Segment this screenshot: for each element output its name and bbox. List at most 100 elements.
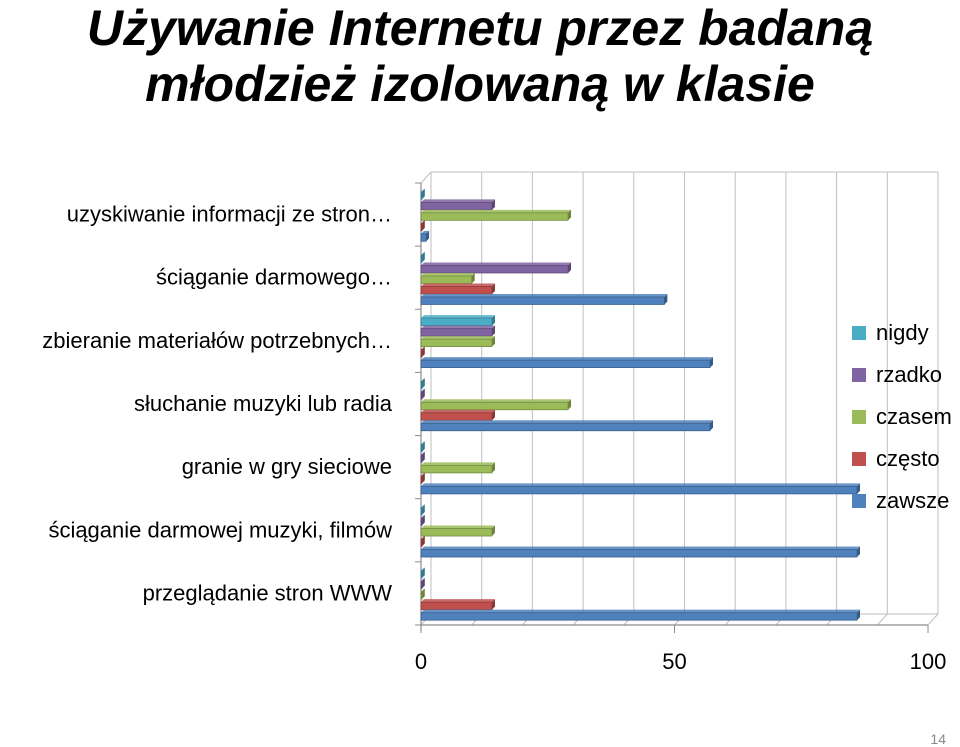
- bar-zawsze-6: [420, 612, 858, 621]
- bar-top-face: [421, 451, 425, 455]
- bar-end-face: [568, 209, 572, 221]
- bar-end-face: [857, 546, 861, 558]
- bar-top-face: [421, 283, 495, 287]
- bar-rzadko-5: [420, 517, 423, 526]
- bar-top-face: [421, 251, 425, 255]
- bar-nigdy-1: [420, 254, 423, 263]
- bar-top-face: [421, 262, 572, 266]
- bar-end-face: [421, 536, 425, 547]
- bar-czasem-1: [420, 275, 473, 284]
- bar-zawsze-4: [420, 485, 858, 495]
- legend-label-rzadko: rzadko: [876, 362, 942, 387]
- bar-top-face: [421, 378, 425, 382]
- bar-end-face: [421, 451, 425, 463]
- bar-nigdy-6: [420, 570, 423, 579]
- bar-czasem-5: [420, 528, 493, 537]
- title-line-2: młodzież izolowaną w klasie: [145, 56, 815, 112]
- bar-często-0: [420, 222, 423, 232]
- bar-top-face: [421, 420, 713, 424]
- legend-swatch-często: [852, 452, 866, 466]
- bar-end-face: [421, 567, 425, 579]
- bar-nigdy-2: [420, 317, 493, 327]
- bar-czasem-4: [420, 464, 493, 474]
- bar-end-face: [709, 420, 713, 431]
- bar-zawsze-3: [420, 422, 711, 432]
- legend-label-czasem: czasem: [876, 404, 952, 429]
- bar-end-face: [857, 483, 861, 494]
- legend-swatch-zawsze: [852, 494, 866, 508]
- bar-top-face: [421, 199, 495, 203]
- bar-rzadko-1: [420, 265, 569, 274]
- legend-label-zawsze: zawsze: [876, 488, 949, 513]
- bar-top-face: [421, 188, 425, 192]
- bar-rzadko-6: [420, 580, 423, 590]
- category-label: ściąganie darmowego…: [156, 265, 392, 290]
- floor-gridline: [876, 613, 888, 626]
- bar-top-face: [421, 336, 495, 340]
- bar-czasem-2: [420, 338, 493, 348]
- bar-top-face: [421, 462, 495, 466]
- category-label: ściąganie darmowej muzyki, filmów: [48, 517, 392, 542]
- legend-swatch-rzadko: [852, 368, 866, 382]
- bar-end-face: [491, 599, 495, 610]
- bar-top-face: [421, 609, 861, 613]
- value-tick-label: 0: [415, 649, 427, 674]
- bar-end-face: [421, 472, 425, 484]
- bar-end-face: [491, 283, 495, 294]
- bar-end-face: [421, 588, 425, 600]
- bar-end-face: [426, 230, 430, 242]
- bar-top-face: [421, 472, 425, 476]
- bar-top-face: [421, 388, 425, 392]
- bar-end-face: [471, 272, 475, 284]
- bar-top-face: [421, 325, 495, 329]
- bar-end-face: [421, 251, 425, 263]
- category-label: przeglądanie stron WWW: [143, 580, 393, 605]
- bar-nigdy-0: [420, 191, 423, 200]
- bar-top-face: [421, 441, 425, 445]
- bar-end-face: [421, 378, 425, 389]
- bar-top-face: [421, 357, 713, 361]
- bar-top-face: [421, 483, 861, 487]
- bar-end-face: [491, 315, 495, 326]
- category-label: uzyskiwanie informacji ze stron…: [67, 202, 392, 227]
- bar-end-face: [421, 504, 425, 516]
- bar-zawsze-0: [420, 233, 427, 242]
- bar-top-face: [421, 525, 495, 529]
- bar-end-face: [568, 262, 572, 273]
- legend-label-często: często: [876, 446, 940, 471]
- bar-często-1: [420, 286, 493, 295]
- bar-często-2: [420, 349, 423, 358]
- bar-top-face: [421, 209, 572, 213]
- bar-top-face: [421, 515, 425, 519]
- bar-end-face: [664, 293, 668, 305]
- category-label: zbieranie materiałów potrzebnych…: [42, 328, 392, 353]
- legend-swatch-czasem: [852, 410, 866, 424]
- bar-często-4: [420, 475, 423, 484]
- bar-rzadko-3: [420, 391, 423, 400]
- category-label: słuchanie muzyki lub radia: [134, 391, 393, 416]
- bar-czasem-3: [420, 401, 569, 411]
- bar-top-face: [421, 272, 475, 276]
- bar-end-face: [491, 199, 495, 210]
- bar-często-6: [420, 601, 493, 611]
- floor-gridline: [927, 613, 939, 626]
- bar-często-5: [420, 538, 423, 547]
- legend-label-nigdy: nigdy: [876, 320, 929, 345]
- side-wall-top: [420, 171, 432, 184]
- bar-top-face: [421, 536, 425, 540]
- bar-end-face: [421, 388, 425, 400]
- value-tick-label: 100: [910, 649, 947, 674]
- bar-czasem-0: [420, 212, 569, 221]
- bar-czasem-6: [420, 591, 423, 600]
- bar-top-face: [421, 399, 572, 403]
- bar-end-face: [709, 357, 713, 368]
- bar-zawsze-2: [420, 359, 711, 369]
- slide-title: Używanie Internetu przez badaną młodzież…: [0, 0, 960, 112]
- bar-end-face: [491, 462, 495, 473]
- bar-nigdy-3: [420, 380, 423, 390]
- value-tick-label: 50: [662, 649, 686, 674]
- bar-end-face: [421, 441, 425, 452]
- bar-end-face: [491, 336, 495, 347]
- legend-swatch-nigdy: [852, 326, 866, 340]
- bar-nigdy-4: [420, 443, 423, 453]
